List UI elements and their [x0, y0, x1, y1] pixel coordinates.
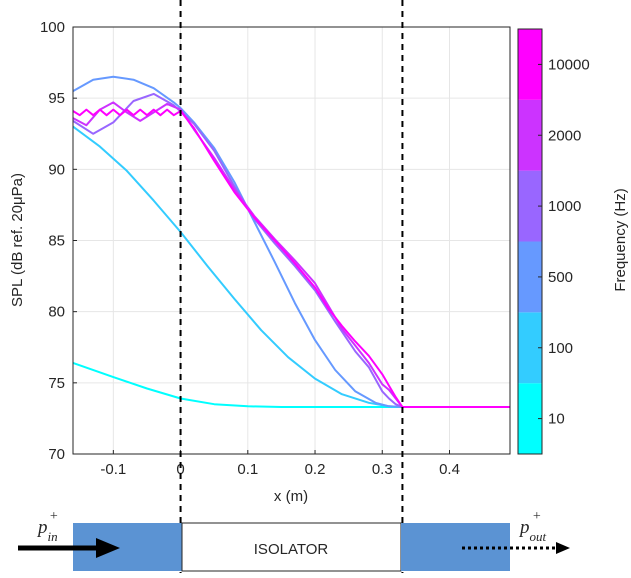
spl-curve: [72, 361, 510, 408]
isolator-label: ISOLATOR: [254, 541, 329, 558]
isolator-box: [181, 522, 402, 572]
x-tick-label: 0.4: [439, 461, 460, 478]
outlet-pressure-label: pout: [518, 517, 547, 544]
colorbar-tick-label: 100: [548, 340, 573, 357]
isolator-boundaries: [179, 0, 404, 573]
colorbar-label: Frequency (Hz): [612, 188, 629, 291]
colorbar: 10 100 500 1000 2000 10000: [517, 28, 590, 455]
x-tick-label: 0.3: [372, 461, 393, 478]
y-tick-label: 100: [40, 19, 65, 36]
colorbar-frame: [517, 28, 543, 455]
colorbar-tick-label: 2000: [548, 127, 581, 144]
inlet-arrow-head: [96, 538, 120, 558]
y-tick-label: 75: [48, 375, 65, 392]
outlet-arrow-head: [556, 542, 570, 554]
duct-diagram: ISOLATOR pin + pout +: [18, 509, 570, 572]
y-tick-label: 90: [48, 161, 65, 178]
y-tick-label: 80: [48, 304, 65, 321]
colorbar-tick-label: 10000: [548, 56, 590, 73]
x-tick-label: 0: [176, 461, 184, 478]
colorbar-tick-label: 1000: [548, 198, 581, 215]
y-axis-label: SPL (dB ref. 20μPa): [9, 173, 26, 307]
y-tick-label: 70: [48, 446, 65, 463]
grid: [73, 26, 510, 455]
inlet-pressure-sup: +: [49, 509, 58, 524]
x-tick-label: 0.2: [305, 461, 326, 478]
x-tick-label: 0.1: [237, 461, 258, 478]
y-tick-label: 95: [48, 90, 65, 107]
inlet-pressure-label: pin: [36, 517, 58, 544]
spl-curve: [72, 92, 510, 408]
duct-right: [401, 523, 510, 571]
x-tick-label: -0.1: [100, 461, 126, 478]
colorbar-tick-label: 500: [548, 269, 573, 286]
ticks: -0.1 0 0.1 0.2 0.3 0.4 70 75 80 85 90 95 100: [40, 19, 460, 478]
y-tick-label: 85: [48, 233, 65, 250]
outlet-pressure-sup: +: [532, 509, 541, 524]
colorbar-tick-label: 10: [548, 411, 565, 428]
x-axis-label: x (m): [274, 488, 308, 505]
